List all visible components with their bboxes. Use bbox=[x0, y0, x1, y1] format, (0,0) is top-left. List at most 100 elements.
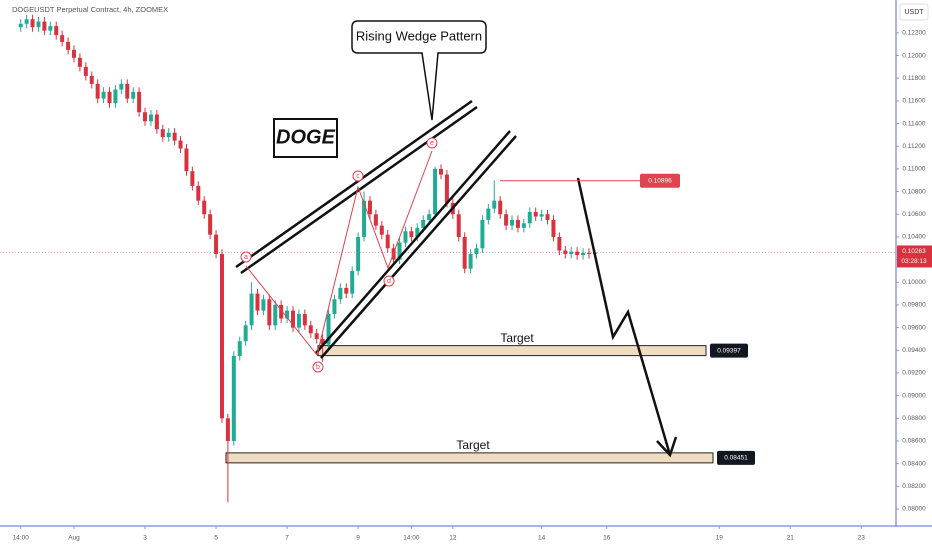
candle-body bbox=[314, 333, 319, 339]
x-tick-label: 7 bbox=[285, 535, 289, 542]
wave-marker bbox=[426, 137, 438, 149]
callout-bubble bbox=[351, 20, 487, 121]
candle-body bbox=[237, 341, 242, 356]
y-tick-label: 0.11000 bbox=[902, 166, 925, 173]
candle-body bbox=[255, 293, 260, 311]
candle-body bbox=[225, 418, 230, 441]
candle-body bbox=[83, 66, 88, 76]
target-label: Target bbox=[456, 438, 490, 452]
wave-path bbox=[245, 150, 433, 357]
x-tick-label: 14:00 bbox=[403, 535, 420, 542]
candle-body bbox=[60, 35, 65, 42]
candle-body bbox=[492, 200, 497, 209]
candle-body bbox=[521, 223, 526, 228]
y-tick-label: 0.08600 bbox=[902, 438, 926, 445]
candle-body bbox=[66, 41, 71, 50]
candle-body bbox=[326, 314, 331, 345]
candle-body bbox=[131, 91, 136, 99]
candle-body bbox=[89, 75, 94, 84]
wave-marker bbox=[312, 361, 324, 373]
y-tick-label: 0.10600 bbox=[902, 211, 926, 218]
candle-body bbox=[302, 314, 307, 326]
candle-body bbox=[468, 253, 473, 269]
x-tick-label: 5 bbox=[214, 535, 218, 542]
candle-body bbox=[184, 148, 189, 172]
wave-label: b bbox=[316, 364, 320, 371]
candle-body bbox=[403, 231, 408, 243]
countdown-label: 03:28:13 bbox=[901, 258, 927, 265]
x-tick-label: 12 bbox=[449, 535, 457, 542]
candle-body bbox=[77, 57, 82, 67]
candle-body bbox=[527, 211, 532, 224]
candle-body bbox=[367, 200, 372, 215]
candle-body bbox=[533, 211, 538, 217]
candle-body bbox=[444, 174, 449, 203]
y-tick-label: 0.10400 bbox=[902, 234, 926, 241]
x-tick-label: 3 bbox=[143, 535, 147, 542]
candle-body bbox=[160, 129, 165, 138]
target-label: Target bbox=[500, 331, 534, 345]
candle-body bbox=[551, 219, 556, 237]
y-tick-label: 0.08000 bbox=[902, 506, 926, 513]
candle-body bbox=[569, 251, 574, 254]
candle-body bbox=[338, 287, 343, 300]
wave-label: c bbox=[356, 173, 360, 180]
candle-body bbox=[385, 234, 390, 249]
annotations: Rising Wedge Pattern DOGE Target 0.09397 T… bbox=[235, 20, 755, 465]
candle-body bbox=[557, 236, 562, 251]
wave-marker bbox=[352, 170, 364, 182]
currency-box bbox=[899, 3, 929, 21]
candle-body bbox=[243, 325, 248, 342]
chart-title: DOGEUSDT Perpetual Contract, 4h, ZOOMEX bbox=[12, 5, 168, 14]
wedge-upper-line bbox=[235, 99, 473, 269]
target-zone bbox=[225, 452, 714, 464]
candle-body bbox=[202, 200, 207, 215]
price-line-box bbox=[640, 173, 680, 188]
y-tick-label: 0.08400 bbox=[902, 460, 926, 467]
y-tick-label: 0.11200 bbox=[902, 143, 925, 150]
candle-body bbox=[510, 219, 515, 226]
candle-body bbox=[208, 214, 213, 235]
candle-body bbox=[154, 114, 159, 130]
candle-body bbox=[344, 287, 349, 294]
candle-body bbox=[586, 252, 591, 254]
candle-body bbox=[350, 270, 355, 294]
candle-body bbox=[438, 168, 443, 175]
candle-body bbox=[308, 325, 313, 334]
candle-body bbox=[409, 231, 414, 237]
candle-body bbox=[119, 83, 124, 90]
candle-body bbox=[101, 91, 106, 99]
y-tick-label: 0.11800 bbox=[902, 75, 925, 82]
candle-body bbox=[42, 21, 47, 31]
candle-body bbox=[214, 234, 219, 254]
candle-body bbox=[30, 19, 35, 28]
candle-body bbox=[486, 208, 491, 220]
x-tick-label: 21 bbox=[787, 535, 795, 542]
candle-body bbox=[480, 219, 485, 249]
y-tick-label: 0.11600 bbox=[902, 98, 925, 105]
candle-body bbox=[539, 214, 544, 217]
candle-body bbox=[427, 214, 432, 220]
plot-area bbox=[0, 14, 895, 503]
candle-body bbox=[71, 49, 76, 58]
x-tick-label: 14 bbox=[538, 535, 546, 542]
y-tick-label: 0.09600 bbox=[902, 324, 926, 331]
candle-body bbox=[545, 214, 550, 220]
candle-body bbox=[18, 23, 23, 28]
badge-text: DOGE bbox=[276, 126, 336, 148]
y-tick-label: 0.08800 bbox=[902, 415, 926, 422]
badge-box bbox=[273, 118, 338, 158]
candle-body bbox=[285, 310, 290, 319]
candle-body bbox=[504, 214, 509, 226]
x-tick-label: 23 bbox=[858, 535, 866, 542]
target-price-box bbox=[710, 343, 748, 358]
price-line-label: 0.10896 bbox=[648, 177, 672, 184]
candle-body bbox=[178, 140, 183, 149]
candle-body bbox=[196, 185, 201, 201]
candle-body bbox=[379, 225, 384, 235]
candle-body bbox=[581, 252, 586, 256]
candle-body bbox=[48, 26, 53, 31]
